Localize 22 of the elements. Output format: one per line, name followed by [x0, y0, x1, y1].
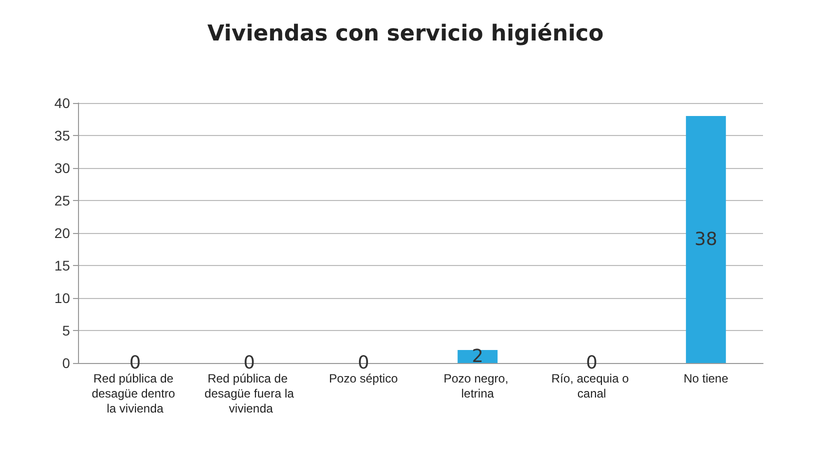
x-tick-label: Pozo negro, letrina: [444, 372, 512, 400]
y-tick-label: 0: [62, 355, 70, 371]
data-label: 0: [244, 352, 255, 374]
data-label: 2: [472, 346, 484, 367]
y-tick-label: 10: [54, 290, 70, 306]
data-label: 0: [358, 352, 370, 374]
x-tick-label: Red pública de desagüe fuera la vivienda: [204, 372, 294, 416]
y-tick-label: 25: [54, 192, 70, 208]
y-tick-label: 5: [62, 322, 70, 338]
data-label: 38: [694, 229, 718, 250]
y-tick-label: 30: [54, 160, 70, 176]
y-tick-label: 15: [54, 258, 70, 274]
x-tick-label: Pozo séptico: [329, 372, 398, 386]
chart-title: Viviendas con servicio higiénico: [207, 22, 604, 46]
y-tick-label: 35: [54, 128, 70, 144]
y-tick-label: 20: [54, 225, 70, 241]
data-label: 0: [586, 352, 598, 374]
x-tick-label: Río, acequia o canal: [551, 372, 632, 400]
data-label: 0: [129, 352, 141, 374]
x-tick-label: Red pública de desagüe dentro la vivienda: [92, 372, 178, 416]
y-tick-label: 40: [54, 95, 70, 111]
x-tick-label: No tiene: [684, 372, 729, 386]
